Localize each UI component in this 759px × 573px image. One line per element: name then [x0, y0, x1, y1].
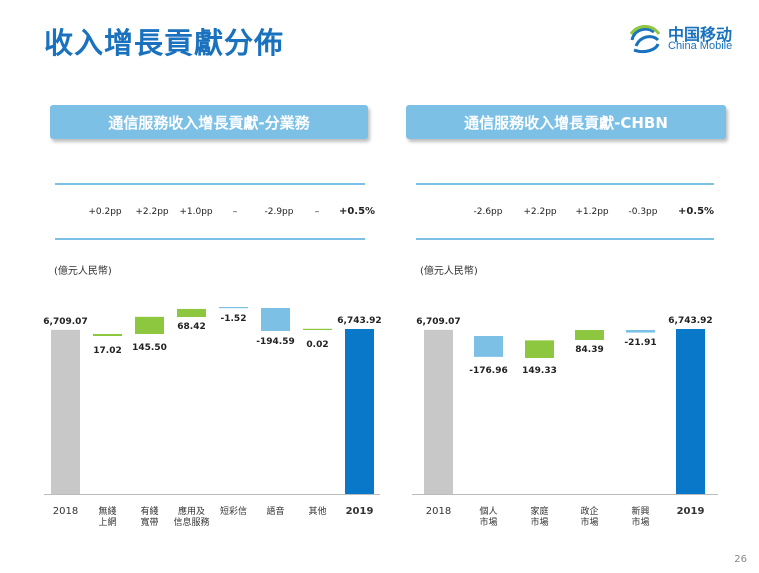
right-unit-label: (億元人民幣)	[420, 266, 478, 277]
left-data-label-6: 0.02	[306, 340, 328, 350]
left-category-label-1-1: 上網	[98, 516, 116, 528]
right-category-label-3-1: 市場	[580, 516, 598, 528]
left-category-label-7: 2019	[346, 506, 374, 517]
left-bar-5	[261, 308, 290, 331]
logo-chinese-text: 中国移动	[668, 25, 733, 44]
right-bar-5	[676, 329, 705, 494]
right-category-label-1-0: 個人	[479, 505, 497, 517]
right-bar-2	[525, 340, 554, 358]
left-data-label-0: 6,709.07	[43, 317, 87, 327]
left-contribution-0: +0.2pp	[88, 207, 122, 217]
left-bar-2	[135, 316, 164, 334]
left-data-label-2: 145.50	[132, 343, 167, 353]
chbn-contribution-waterfall-chart: 6,709.072018-176.96個人市場149.33家庭市場84.39政企…	[412, 316, 718, 528]
left-bar-6	[303, 328, 332, 330]
left-bar-4	[219, 307, 248, 309]
right-category-label-2-0: 家庭	[530, 505, 548, 517]
left-unit-label: (億元人民幣)	[54, 266, 112, 277]
right-bar-1	[474, 336, 503, 357]
left-contribution-5: –	[314, 207, 320, 217]
left-category-label-6: 其他	[308, 505, 326, 517]
logo-english-text: China Mobile	[668, 40, 733, 52]
left-bar-3	[177, 308, 206, 317]
left-contribution-6: +0.5%	[338, 206, 376, 217]
left-category-label-3-1: 信息服務	[173, 516, 209, 528]
right-category-label-5: 2019	[677, 506, 705, 517]
right-bar-0	[424, 329, 453, 494]
left-category-label-2-1: 寬帶	[140, 516, 158, 528]
right-category-label-2-1: 市場	[530, 516, 548, 528]
left-contribution-1: +2.2pp	[135, 207, 169, 217]
left-data-label-1: 17.02	[93, 346, 121, 356]
right-top-rule	[416, 183, 714, 185]
right-category-label-1-1: 市場	[479, 516, 497, 528]
right-data-label-3: 84.39	[575, 345, 603, 355]
left-category-label-5: 語音	[266, 505, 284, 517]
right-contribution-0: -2.6pp	[473, 207, 503, 217]
china-mobile-logo-icon	[629, 25, 661, 54]
page-number: 26	[734, 554, 747, 565]
left-data-label-3: 68.42	[177, 322, 205, 332]
left-bar-0	[51, 329, 80, 494]
left-data-label-5: -194.59	[256, 337, 294, 347]
right-category-label-4-1: 市場	[631, 516, 649, 528]
right-contribution-2: +1.2pp	[575, 207, 609, 217]
right-bar-4	[626, 330, 655, 333]
left-panel-header: 通信服務收入增長貢獻-分業務	[50, 105, 368, 139]
left-category-label-0: 2018	[53, 506, 78, 517]
page-title: 收入增長貢獻分佈	[44, 26, 285, 60]
right-panel-header: 通信服務收入增長貢獻-CHBN	[406, 105, 726, 139]
china-mobile-logo: 中国移动 China Mobile	[626, 18, 744, 60]
right-category-label-0: 2018	[426, 506, 451, 517]
right-contribution-1: +2.2pp	[523, 207, 557, 217]
right-data-label-1: -176.96	[469, 366, 507, 376]
left-bar-1	[93, 333, 122, 336]
left-data-label-7: 6,743.92	[337, 316, 381, 326]
right-data-label-5: 6,743.92	[668, 316, 712, 326]
right-bottom-rule	[416, 238, 714, 240]
right-bar-3	[575, 330, 604, 340]
left-category-label-3-0: 應用及	[178, 505, 205, 517]
left-bar-7	[345, 329, 374, 494]
left-data-label-4: -1.52	[221, 314, 247, 324]
right-category-label-4-0: 新興	[631, 505, 649, 517]
right-category-label-3-0: 政企	[580, 505, 598, 517]
right-data-label-4: -21.91	[624, 338, 656, 348]
left-category-label-2-0: 有綫	[140, 505, 158, 517]
left-bottom-rule	[55, 238, 365, 240]
right-contribution-4: +0.5%	[677, 206, 715, 217]
right-data-label-0: 6,709.07	[416, 317, 460, 327]
left-category-label-4: 短彩信	[220, 505, 247, 517]
left-contribution-3: –	[232, 207, 238, 217]
left-contribution-4: -2.9pp	[264, 207, 294, 217]
left-contribution-2: +1.0pp	[179, 207, 213, 217]
left-top-rule	[55, 183, 365, 185]
right-data-label-2: 149.33	[522, 366, 557, 376]
right-contribution-3: -0.3pp	[628, 207, 658, 217]
left-category-label-1-0: 無綫	[98, 505, 116, 517]
